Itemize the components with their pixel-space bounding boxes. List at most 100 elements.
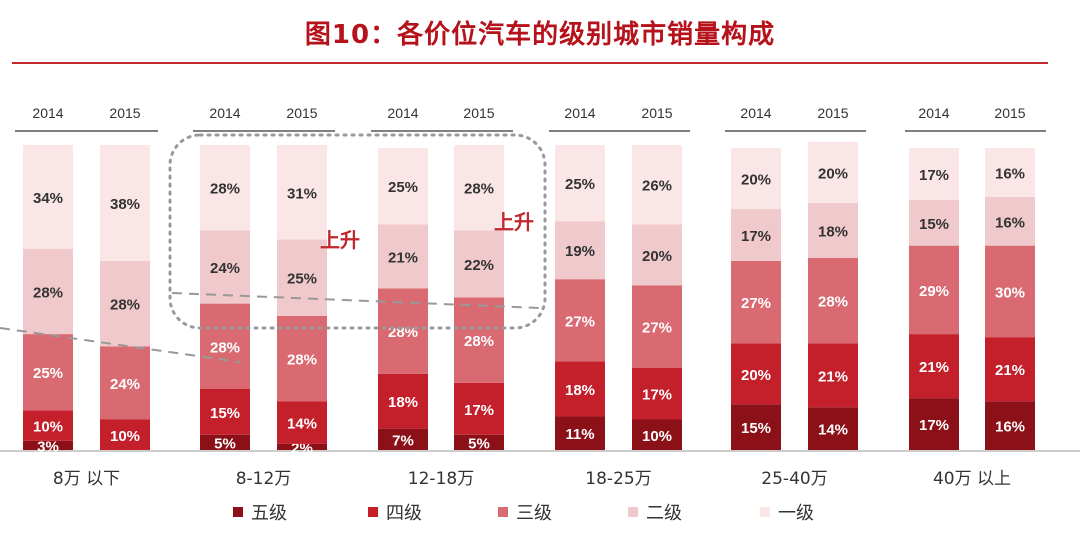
bar-segment [985,401,1035,450]
data-label: 26% [642,178,672,195]
data-label: 30% [995,284,1025,301]
data-label: 28% [818,294,848,311]
data-label: 3% [37,438,59,455]
bar-segment [808,202,858,258]
legend-swatch-tier2 [628,507,638,517]
data-label: 7% [392,432,414,449]
data-label: 21% [818,368,848,385]
bar-segment [808,343,858,408]
year-label: 2015 [641,105,672,121]
group-label: 25-40万 [761,469,827,489]
year-label: 2014 [918,105,949,121]
bar-segment [555,416,605,450]
highlight-box [168,133,547,330]
bar-segment [808,257,858,344]
bar-segment [23,145,73,249]
bar-segment [454,230,504,298]
data-label: 15% [919,216,949,233]
bar-segment [555,145,605,222]
year-label: 2015 [286,105,317,121]
data-label: 27% [565,313,595,330]
legend-item-tier5: 五级 [233,497,287,527]
bar-segment [100,346,150,420]
legend-swatch-tier4 [368,507,378,517]
bar-segment [555,279,605,362]
group-label: 8万 以下 [53,469,120,489]
data-label: 27% [741,295,771,312]
bar-segment [277,239,327,316]
data-label: 17% [642,387,672,404]
legend: 五级 四级 三级 二级 一级 [0,497,1080,527]
bar-segment [731,148,781,210]
group-label: 8-12万 [236,469,292,489]
data-label: 14% [818,422,848,439]
bar-segment [731,343,781,405]
bar-segment [555,221,605,280]
data-label: 20% [741,367,771,384]
data-label: 21% [995,362,1025,379]
data-label: 28% [464,333,494,350]
bar-segment [100,260,150,347]
year-label: 2015 [109,105,140,121]
data-label: 27% [642,319,672,336]
bar-segment [454,382,504,435]
data-label: 20% [818,165,848,182]
legend-item-tier3: 三级 [498,497,552,527]
legend-swatch-tier1 [760,507,770,517]
data-label: 24% [110,376,140,393]
bar-segment [100,419,150,450]
trend-line-mid [171,292,541,309]
bar-segment [909,148,959,200]
data-label: 16% [995,165,1025,182]
group-label: 40万 以上 [933,469,1011,489]
data-label: 34% [33,190,63,207]
data-label: 2% [291,440,313,457]
data-label: 16% [995,214,1025,231]
year-label: 2015 [463,105,494,121]
data-label: 16% [995,419,1025,436]
bar-segment [731,404,781,450]
bar-segment [632,367,682,420]
trend-line-left [0,327,241,363]
annotation-rise: 上升 [320,228,360,252]
year-label: 2014 [32,105,63,121]
data-label: 17% [919,167,949,184]
legend-label-tier1: 一级 [778,503,814,524]
data-label: 15% [741,420,771,437]
bar-segment [23,410,73,441]
data-label: 22% [464,257,494,274]
bar-segment [23,334,73,411]
year-label: 2015 [994,105,1025,121]
year-label: 2014 [740,105,771,121]
data-label: 5% [214,435,236,452]
bar-segment [200,303,250,389]
data-label: 28% [210,339,240,356]
bar-segment [909,199,959,246]
bar-segment [454,297,504,383]
data-label: 25% [565,176,595,193]
data-label: 25% [388,179,418,196]
bar-segment [632,419,682,450]
data-label: 18% [565,382,595,399]
bar-segment [200,145,250,231]
bar-segment [808,407,858,450]
data-label: 28% [464,181,494,198]
year-label: 2015 [817,105,848,121]
data-label: 10% [110,428,140,445]
data-label: 10% [642,428,672,445]
bar-segment [378,148,428,225]
data-label: 18% [388,394,418,411]
data-label: 21% [919,359,949,376]
bar-segment [985,245,1035,338]
legend-label-tier3: 三级 [516,503,552,524]
data-label: 15% [210,405,240,422]
bar-segment [454,434,504,450]
bar-segment [909,245,959,335]
bar-segment [378,428,428,450]
legend-item-tier4: 四级 [368,497,422,527]
data-label: 31% [287,185,317,202]
data-label: 17% [464,402,494,419]
data-label: 20% [642,248,672,265]
bar-segment [808,141,858,203]
